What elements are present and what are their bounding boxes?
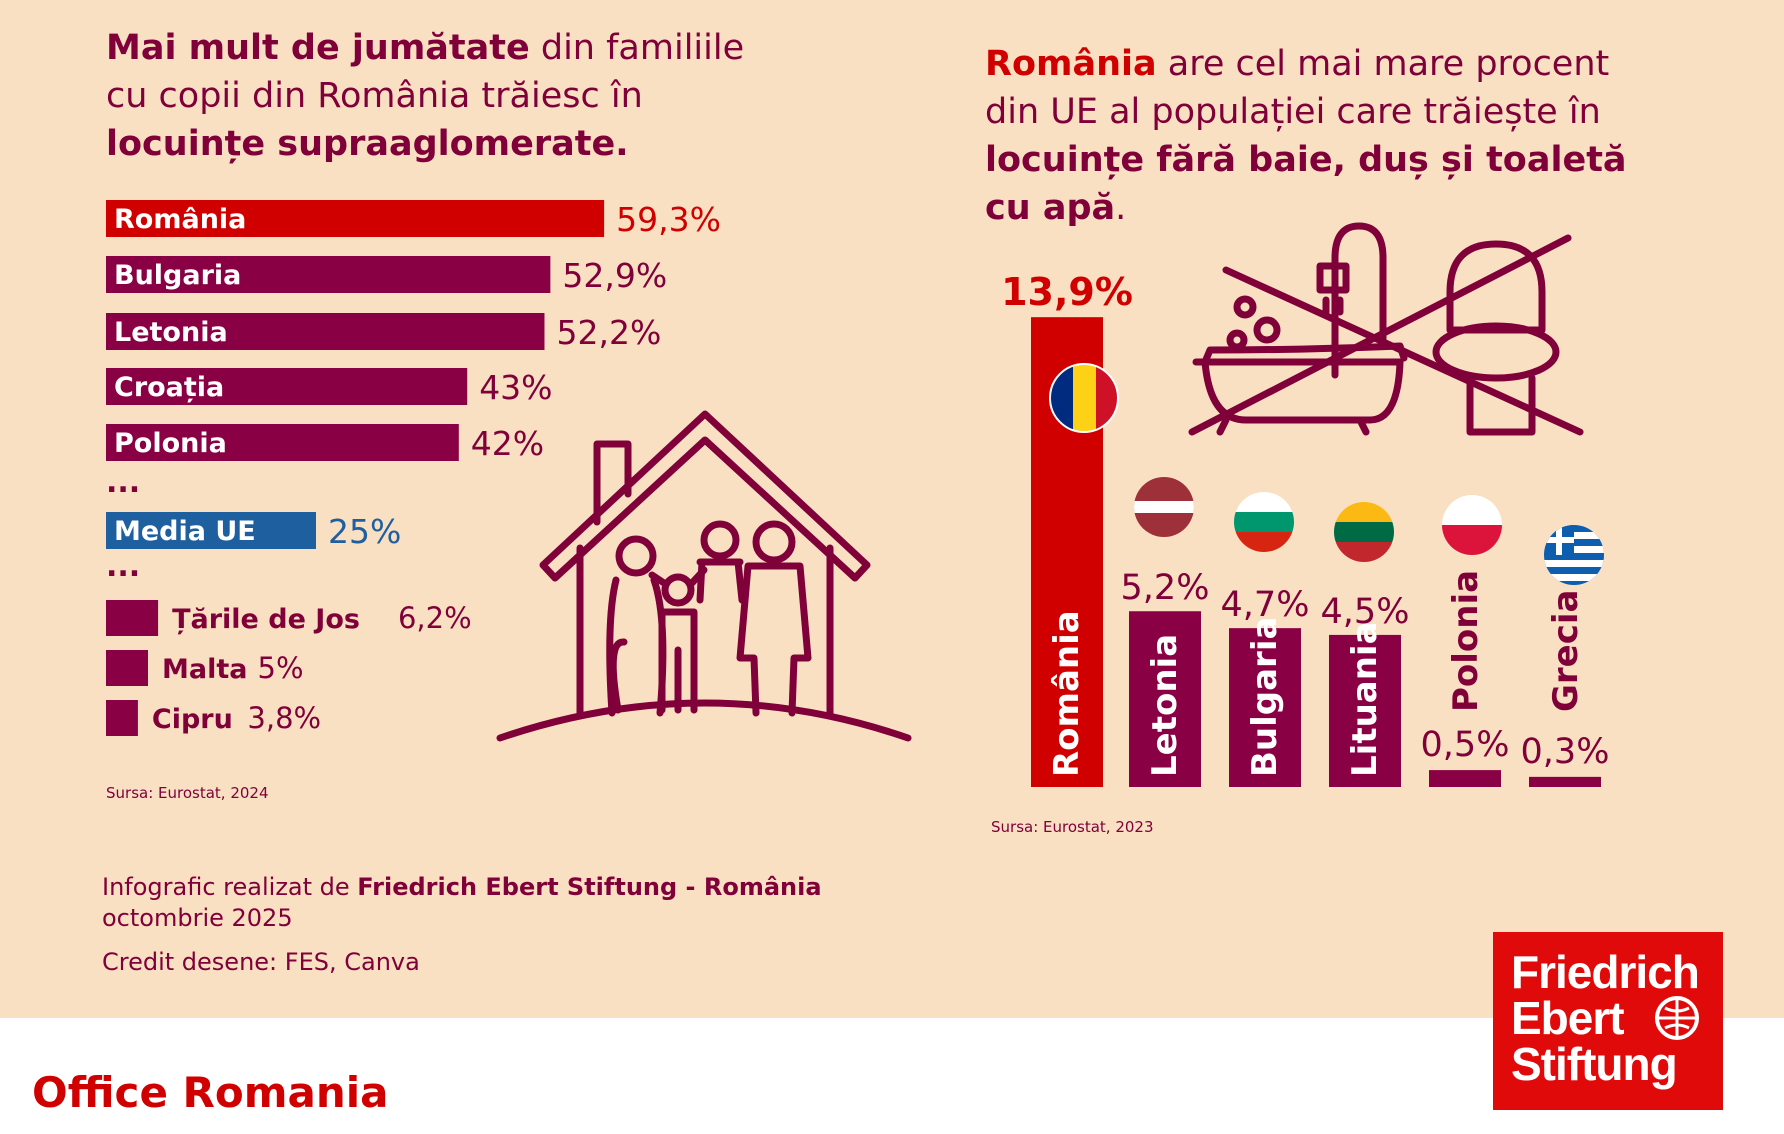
hbar-category-7: Malta xyxy=(162,654,247,685)
drawings-credit: Credit desene: FES, Canva xyxy=(102,948,420,976)
hbar-category-0: România xyxy=(114,204,246,235)
vbar-category-0: România xyxy=(1047,610,1087,777)
hbar-value-3: 43% xyxy=(479,368,552,407)
hbar-category-5: Media UE xyxy=(114,516,256,547)
right-headline-text: are cel mai mare procent xyxy=(1156,44,1610,84)
left-headline: Mai mult de jumătate din familiile cu co… xyxy=(106,24,744,168)
house-family-icon xyxy=(496,410,912,742)
logo-line-1: Friedrich xyxy=(1511,946,1700,998)
vbar-category-4: Polonia xyxy=(1446,570,1486,712)
vbar-1 xyxy=(1129,611,1201,787)
vbar-category-3: Lituania xyxy=(1345,621,1385,777)
bath-shower-toilet-crossed-icon xyxy=(1188,222,1584,436)
left-headline-emphasis: locuințe supraaglomerate. xyxy=(106,124,629,164)
sanitation-bar-chart: 13,9% România 5,2% Letonia 4,7%Bulgaria 4,5%L… xyxy=(1001,270,1609,787)
left-headline-text: din familiile xyxy=(529,28,745,68)
vbar-category-1: Letonia xyxy=(1145,634,1185,777)
hbar-category-2: Letonia xyxy=(114,317,228,348)
hbar-category-8: Cipru xyxy=(152,704,233,735)
vbar-4 xyxy=(1429,770,1501,787)
vbar-value-3: 4,5% xyxy=(1321,592,1410,632)
vbar-category-2: Bulgaria xyxy=(1245,617,1285,777)
ellipsis-1: ... xyxy=(106,465,140,500)
flag-bulgaria-icon xyxy=(1234,492,1294,552)
flag-latvia-icon xyxy=(1134,477,1194,537)
vbar-3 xyxy=(1329,634,1401,787)
infographic-panel: Mai mult de jumătate din familiile cu co… xyxy=(0,0,1784,1018)
hbar-value-4: 42% xyxy=(471,424,544,463)
vbar-value-2: 4,7% xyxy=(1221,585,1310,625)
fes-logo: Friedrich Ebert Stiftung xyxy=(1493,932,1723,1110)
office-label: Office Romania xyxy=(32,1068,389,1117)
left-source: Sursa: Eurostat, 2024 xyxy=(106,784,269,802)
hbar-value-0: 59,3% xyxy=(616,200,721,239)
flag-poland-icon xyxy=(1442,495,1502,555)
vbar-5 xyxy=(1529,776,1601,787)
overcrowding-bar-chart: România 59,3% Bulgaria 52,9% Letonia 52,2% Cro… xyxy=(106,200,721,736)
hbar-value-7: 5% xyxy=(258,651,304,685)
hbar-8 xyxy=(106,700,138,736)
flag-greece-icon xyxy=(1544,525,1604,585)
vbar-value-4: 0,5% xyxy=(1421,725,1510,765)
hbar-value-6: 6,2% xyxy=(398,601,472,635)
hbar-value-8: 3,8% xyxy=(247,701,321,735)
hbar-value-2: 52,2% xyxy=(556,313,661,352)
vbar-value-0: 13,9% xyxy=(1001,270,1133,314)
left-headline-bold: Mai mult de jumătate xyxy=(106,28,530,68)
ellipsis-2: ... xyxy=(106,549,140,584)
logo-line-2: Ebert xyxy=(1511,992,1625,1044)
right-headline-period: . xyxy=(1115,188,1127,228)
right-headline-country: România xyxy=(985,44,1157,84)
hbar-4 xyxy=(106,424,459,461)
right-headline-emphasis-end: cu apă xyxy=(985,188,1116,228)
flag-romania-icon xyxy=(1049,363,1119,433)
hbar-category-1: Bulgaria xyxy=(114,260,241,291)
hbar-2 xyxy=(106,313,545,350)
right-headline: România are cel mai mare procent din UE … xyxy=(985,40,1627,232)
credit-block: Infografic realizat de Friedrich Ebert S… xyxy=(102,872,822,978)
hbar-6 xyxy=(106,600,159,636)
hbar-category-4: Polonia xyxy=(114,428,227,459)
credit-organization: Friedrich Ebert Stiftung - România xyxy=(357,873,822,901)
hbar-value-5: 25% xyxy=(328,512,401,551)
hbar-value-1: 52,9% xyxy=(562,256,667,295)
charts-canvas: România 59,3% Bulgaria 52,9% Letonia 52,2% Cro… xyxy=(106,200,1609,787)
hbar-7 xyxy=(106,650,148,686)
flag-lithuania-icon xyxy=(1334,502,1394,562)
vbar-category-5: Grecia xyxy=(1546,590,1586,713)
vbar-value-5: 0,3% xyxy=(1521,732,1610,772)
right-headline-line2: din UE al populației care trăiește în xyxy=(985,92,1601,132)
hbar-category-6: Țările de Jos xyxy=(172,604,360,635)
fes-globe-icon xyxy=(1655,996,1699,1040)
hbar-3 xyxy=(106,368,468,405)
left-headline-line2: cu copii din România trăiesc în xyxy=(106,76,643,116)
hbar-1 xyxy=(106,256,551,293)
credit-prefix: Infografic realizat de xyxy=(102,873,358,901)
hbar-5 xyxy=(106,512,316,549)
vbar-value-1: 5,2% xyxy=(1121,568,1210,608)
logo-line-3: Stiftung xyxy=(1511,1038,1678,1090)
credit-date: octombrie 2025 xyxy=(102,904,293,932)
hbar-category-3: Croația xyxy=(114,372,224,403)
right-headline-emphasis: locuințe fără baie, duș și toaletă xyxy=(985,140,1627,180)
hbar-0 xyxy=(106,200,605,237)
vbar-2 xyxy=(1229,628,1301,787)
right-source: Sursa: Eurostat, 2023 xyxy=(991,818,1154,836)
